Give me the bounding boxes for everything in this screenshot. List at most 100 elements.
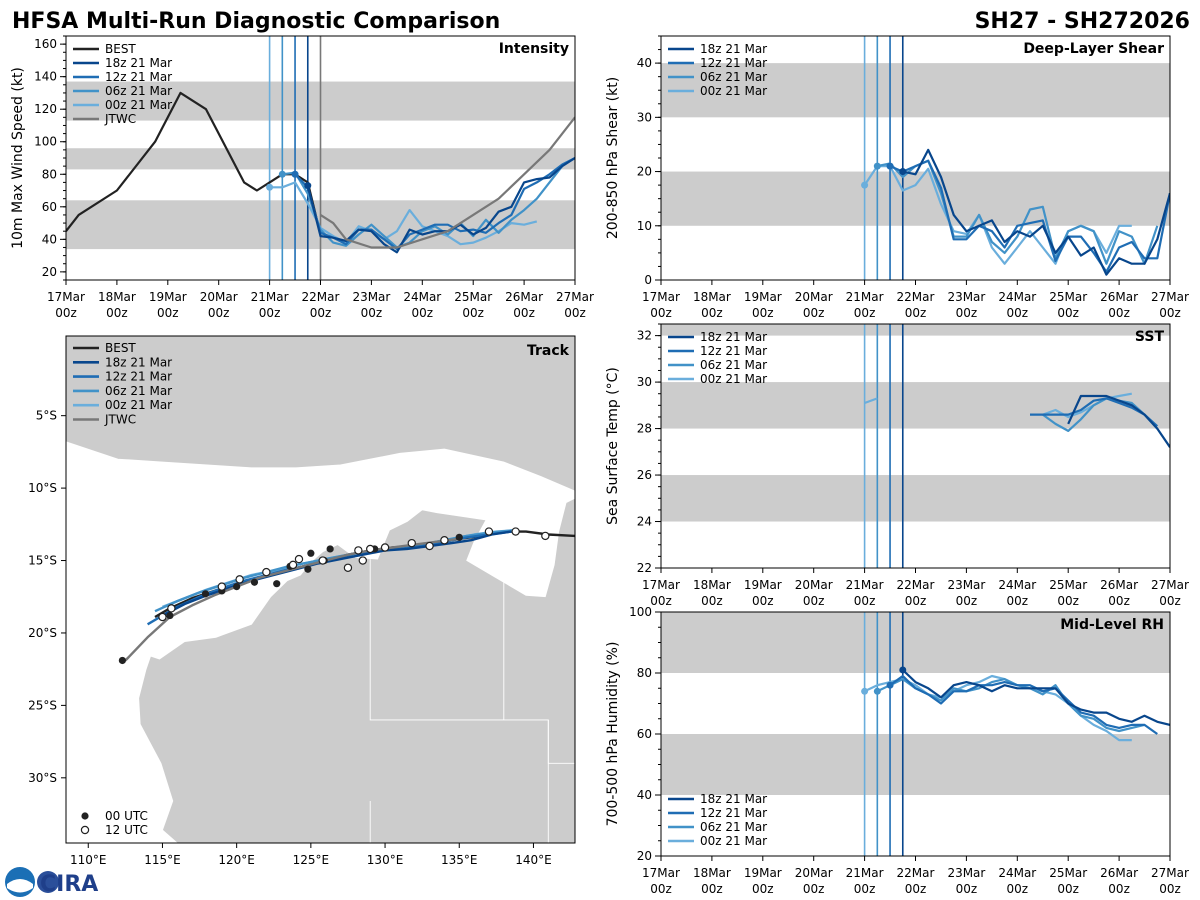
x-tick-hour-label: 00z bbox=[650, 306, 672, 320]
x-tick-hour-label: 00z bbox=[1108, 882, 1130, 896]
state-border bbox=[369, 559, 549, 843]
x-tick-hour-label: 00z bbox=[55, 306, 77, 320]
series-line bbox=[294, 157, 575, 251]
y-axis-label: Sea Surface Temp (°C) bbox=[605, 367, 621, 525]
map-frame bbox=[65, 335, 576, 844]
legend-label: 00z 21 Mar bbox=[700, 372, 767, 386]
marker-00utc bbox=[233, 583, 241, 591]
series-line bbox=[306, 157, 575, 254]
y-tick-label: 30 bbox=[637, 110, 652, 124]
x-tick-day-label: 17Mar bbox=[642, 578, 680, 592]
marker-00utc bbox=[118, 656, 126, 665]
x-tick-day-label: 20Mar bbox=[795, 290, 833, 304]
x-tick-label: 110°E bbox=[70, 853, 107, 867]
x-tick-hour-label: 00z bbox=[1007, 882, 1029, 896]
series-group bbox=[861, 148, 1170, 276]
marker-00utc bbox=[250, 578, 259, 586]
y-tick-label: 80 bbox=[42, 167, 57, 181]
rh-chart: 17Mar 00z 18Mar 00z 19Mar 00z 20Mar 00z 21Mar 00z… bbox=[605, 605, 1189, 896]
threshold-band bbox=[661, 171, 1170, 226]
x-tick-day-label: 23Mar bbox=[947, 578, 985, 592]
series-start-marker bbox=[266, 183, 274, 191]
x-tick-day-label: 22Mar bbox=[897, 578, 935, 592]
x-tick-day-label: 25Mar bbox=[1049, 866, 1087, 880]
threshold-band bbox=[661, 382, 1170, 429]
tracks-group bbox=[118, 527, 575, 665]
x-tick-day-label: 18Mar bbox=[693, 290, 731, 304]
legend-label: 12z 21 Mar bbox=[700, 344, 767, 358]
x-tick-day-label: 20Mar bbox=[795, 866, 833, 880]
marker-12utc bbox=[541, 531, 550, 541]
x-tick-day-label: 22Mar bbox=[302, 290, 340, 304]
threshold-band bbox=[661, 324, 1170, 336]
state-border bbox=[547, 719, 575, 764]
x-tick-hour-label: 00z bbox=[208, 306, 230, 320]
x-tick-hour-label: 00z bbox=[803, 594, 825, 608]
marker-12utc bbox=[288, 560, 298, 570]
x-tick-day-label: 17Mar bbox=[642, 866, 680, 880]
y-tick-label: 40 bbox=[637, 788, 652, 802]
x-tick-day-label: 25Mar bbox=[1049, 290, 1087, 304]
x-tick-hour-label: 00z bbox=[1108, 594, 1130, 608]
track-map: 110°E 115°E 120°E 125°E 130°E 135°E 140°E 5°S 10… bbox=[28, 335, 576, 867]
legend-label: 06z 21 Mar bbox=[700, 358, 767, 372]
series-group bbox=[864, 392, 1170, 448]
x-tick-day-label: 17Mar bbox=[47, 290, 85, 304]
x-tick-hour-label: 00z bbox=[1057, 882, 1079, 896]
legend-label: 18z 21 Mar bbox=[700, 792, 767, 806]
y-tick-label: 5°S bbox=[36, 409, 57, 423]
y-tick-label: 15°S bbox=[28, 554, 57, 568]
y-tick-label: 120 bbox=[34, 102, 57, 116]
marker-12utc bbox=[217, 582, 227, 591]
x-tick-hour-label: 00z bbox=[752, 882, 774, 896]
series-line bbox=[864, 392, 1132, 419]
marker-12utc bbox=[380, 543, 390, 552]
y-tick-label: 40 bbox=[42, 232, 57, 246]
marker-00utc bbox=[166, 611, 174, 620]
marker-12utc bbox=[358, 556, 367, 565]
x-tick-label: 135°E bbox=[441, 853, 478, 867]
x-tick-day-label: 23Mar bbox=[947, 290, 985, 304]
x-tick-day-label: 25Mar bbox=[1049, 578, 1087, 592]
noaa-wave-icon bbox=[7, 879, 33, 893]
x-tick-day-label: 21Mar bbox=[251, 290, 289, 304]
x-tick-day-label: 21Mar bbox=[846, 290, 884, 304]
series-line bbox=[889, 674, 1158, 735]
marker-12utc bbox=[425, 541, 434, 551]
y-tick-label: 24 bbox=[637, 515, 652, 529]
x-tick-label: 130°E bbox=[367, 853, 404, 867]
x-tick-day-label: 19Mar bbox=[149, 290, 187, 304]
marker-12utc bbox=[235, 575, 244, 584]
x-tick-hour-label: 00z bbox=[564, 306, 586, 320]
x-tick-hour-label: 00z bbox=[310, 306, 332, 320]
marker-00utc bbox=[304, 565, 312, 573]
x-tick-day-label: 26Mar bbox=[1100, 866, 1138, 880]
y-tick-label: 30°S bbox=[28, 771, 57, 785]
y-tick-label: 32 bbox=[637, 329, 652, 343]
series-start-marker bbox=[886, 162, 894, 170]
indonesia-landmass bbox=[66, 336, 575, 492]
x-tick-day-label: 18Mar bbox=[98, 290, 136, 304]
y-tick-label: 40 bbox=[637, 56, 652, 70]
x-tick-hour-label: 00z bbox=[701, 882, 723, 896]
marker-12utc bbox=[484, 527, 494, 536]
series-start-marker bbox=[278, 170, 286, 178]
x-tick-hour-label: 00z bbox=[1007, 594, 1029, 608]
land-group bbox=[66, 336, 575, 843]
y-tick-label: 100 bbox=[629, 605, 652, 619]
x-tick-hour-label: 00z bbox=[905, 306, 927, 320]
legend-label: 00z 21 Mar bbox=[700, 84, 767, 98]
marker-12utc bbox=[158, 612, 167, 622]
marker-legend-label: 12 UTC bbox=[105, 823, 148, 837]
x-tick-hour-label: 00z bbox=[701, 306, 723, 320]
x-tick-hour-label: 00z bbox=[803, 306, 825, 320]
y-tick-label: 20°S bbox=[28, 626, 57, 640]
legend-label: 00z 21 Mar bbox=[700, 834, 767, 848]
x-tick-day-label: 24Mar bbox=[998, 578, 1036, 592]
x-tick-day-label: 17Mar bbox=[642, 290, 680, 304]
legend-label: 12z 21 Mar bbox=[105, 370, 172, 384]
x-tick-hour-label: 00z bbox=[650, 882, 672, 896]
x-tick-label: 140°E bbox=[515, 853, 552, 867]
x-tick-day-label: 27Mar bbox=[1151, 290, 1189, 304]
